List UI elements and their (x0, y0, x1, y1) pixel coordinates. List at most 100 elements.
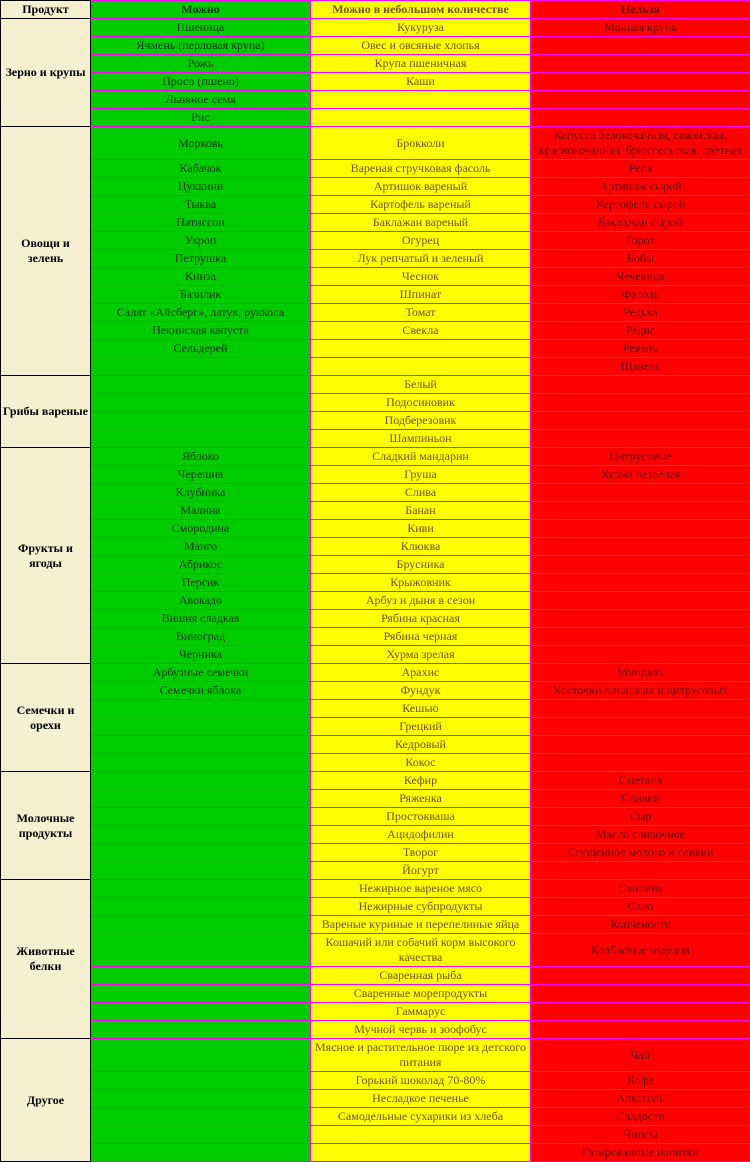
limited-cell: Мучной червь и зоофобус (311, 1021, 531, 1039)
table-row: Самодельные сухарики из хлебаСладости (1, 1108, 750, 1126)
allowed-cell (91, 700, 311, 718)
allowed-cell (91, 430, 311, 448)
limited-cell: Груша (311, 466, 531, 484)
limited-cell: Подберезовик (311, 412, 531, 430)
allowed-cell: Петрушка (91, 250, 311, 268)
forbidden-cell: Картофель сырой (531, 196, 750, 214)
limited-cell: Рябина черная (311, 628, 531, 646)
table-row: Чипсы (1, 1126, 750, 1144)
limited-cell: Свекла (311, 322, 531, 340)
limited-cell: Сваренная рыба (311, 967, 531, 985)
limited-cell: Картофель вареный (311, 196, 531, 214)
forbidden-cell (531, 646, 750, 664)
category-label: Другое (1, 1039, 91, 1162)
table-row: Кешью (1, 700, 750, 718)
table-row: Семечки яблокаФундукКосточки плодовых и … (1, 682, 750, 700)
forbidden-cell (531, 412, 750, 430)
table-row: ПростоквашаСыр (1, 808, 750, 826)
category-label: Молочные продукты (1, 772, 91, 880)
allowed-cell: Ячмень (перловая крупа) (91, 37, 311, 55)
allowed-cell (91, 934, 311, 967)
category-label: Семечки и орехи (1, 664, 91, 772)
limited-cell: Мясное и растительное пюре из детского п… (311, 1039, 531, 1072)
forbidden-cell: Фасоль (531, 286, 750, 304)
table-row: СмородинаКиви (1, 520, 750, 538)
table-row: ПерсикКрыжовник (1, 574, 750, 592)
limited-cell: Слива (311, 484, 531, 502)
forbidden-cell (531, 91, 750, 109)
limited-cell: Лук репчатый и зеленый (311, 250, 531, 268)
allowed-cell: Абрикос (91, 556, 311, 574)
forbidden-cell: Чечевица (531, 268, 750, 286)
table-row: ТворогСгущенное молоко и сливки (1, 844, 750, 862)
allowed-cell (91, 412, 311, 430)
forbidden-cell: Щавель (531, 358, 750, 376)
limited-cell: Несладкое печенье (311, 1090, 531, 1108)
table-row: Фрукты и ягодыЯблокоСладкий мандаринЦитр… (1, 448, 750, 466)
allowed-cell: Арбузные семечки (91, 664, 311, 682)
allowed-cell (91, 1108, 311, 1126)
limited-cell: Крупа пшеничная (311, 55, 531, 73)
allowed-cell (91, 862, 311, 880)
allowed-cell (91, 1003, 311, 1021)
forbidden-cell: Редька (531, 304, 750, 322)
table-row: Подосиновик (1, 394, 750, 412)
table-row: УкропОгурецГорох (1, 232, 750, 250)
forbidden-cell (531, 73, 750, 91)
limited-cell: Простокваша (311, 808, 531, 826)
forbidden-cell: Сливки (531, 790, 750, 808)
limited-cell: Белый (311, 376, 531, 394)
limited-cell: Брусника (311, 556, 531, 574)
table-row: Газированные напитки (1, 1144, 750, 1162)
allowed-cell: Семечки яблока (91, 682, 311, 700)
forbidden-cell: Артишок сырой (531, 178, 750, 196)
allowed-cell: Базилик (91, 286, 311, 304)
limited-cell: Чеснок (311, 268, 531, 286)
forbidden-cell (531, 754, 750, 772)
forbidden-cell (531, 1021, 750, 1039)
table-row: Сваренные морепродукты (1, 985, 750, 1003)
forbidden-cell (531, 736, 750, 754)
limited-cell: Вареные куриные и перепелиные яйца (311, 916, 531, 934)
limited-cell: Ацидофилин (311, 826, 531, 844)
header-forbidden: Нельзя (531, 1, 750, 19)
table-row: Просо (пшено)Каши (1, 73, 750, 91)
table-row: АбрикосБрусника (1, 556, 750, 574)
forbidden-cell (531, 967, 750, 985)
allowed-cell: Вишня сладкая (91, 610, 311, 628)
forbidden-cell: Сало (531, 898, 750, 916)
table-row: Гаммарус (1, 1003, 750, 1021)
table-row: ЦуккиниАртишок вареныйАртишок сырой (1, 178, 750, 196)
table-row: ЧерникаХурма зрелая (1, 646, 750, 664)
limited-cell: Клюква (311, 538, 531, 556)
category-label: Овощи и зелень (1, 127, 91, 376)
table-row: Вишня сладкаяРябина красная (1, 610, 750, 628)
forbidden-cell: Сыр (531, 808, 750, 826)
limited-cell: Рябина красная (311, 610, 531, 628)
limited-cell: Кешью (311, 700, 531, 718)
table-row: Горький шоколад 70-80%Кофе (1, 1072, 750, 1090)
limited-cell (311, 1144, 531, 1162)
table-row: Сваренная рыба (1, 967, 750, 985)
table-row: Молочные продуктыКефирСметана (1, 772, 750, 790)
limited-cell: Хурма зрелая (311, 646, 531, 664)
limited-cell: Сваренные морепродукты (311, 985, 531, 1003)
allowed-cell: Яблоко (91, 448, 311, 466)
forbidden-cell: Масло сливочное (531, 826, 750, 844)
table-row: Щавель (1, 358, 750, 376)
forbidden-cell (531, 592, 750, 610)
forbidden-cell: Сладости (531, 1108, 750, 1126)
table-row: Льняное семя (1, 91, 750, 109)
allowed-cell (91, 790, 311, 808)
table-row: АцидофилинМасло сливочное (1, 826, 750, 844)
allowed-cell: Кабачок (91, 160, 311, 178)
table-row: ВиноградРябина черная (1, 628, 750, 646)
allowed-cell: Черешня (91, 466, 311, 484)
allowed-cell: Смородина (91, 520, 311, 538)
forbidden-cell: Чай (531, 1039, 750, 1072)
limited-cell: Нежирное вареное мясо (311, 880, 531, 898)
forbidden-cell: Бобы (531, 250, 750, 268)
table-row: Вареные куриные и перепелиные яйцаКопчен… (1, 916, 750, 934)
allowed-cell: Просо (пшено) (91, 73, 311, 91)
table-row: Нежирные субпродуктыСало (1, 898, 750, 916)
